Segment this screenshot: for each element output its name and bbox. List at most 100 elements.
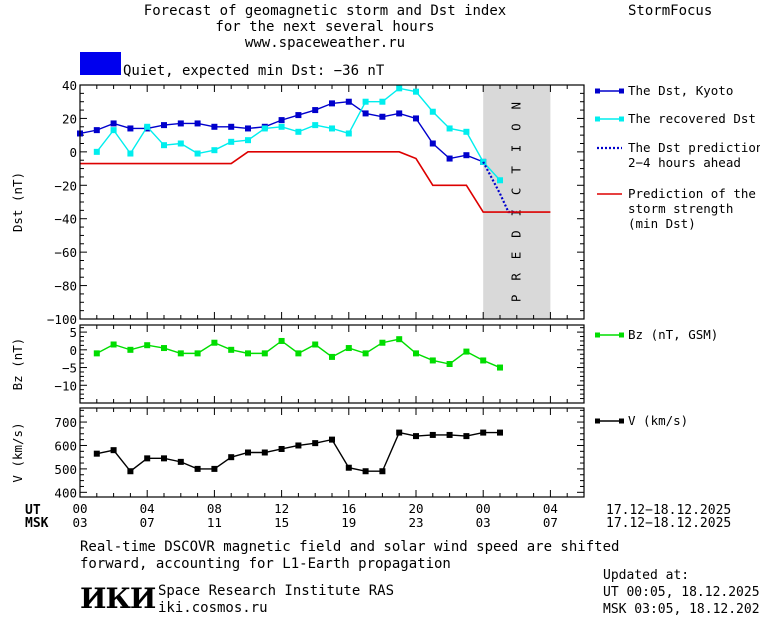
plot-frame — [79, 407, 585, 498]
data-point — [312, 122, 319, 129]
y-tick-label: 5 — [69, 325, 77, 340]
data-point — [93, 350, 100, 357]
data-point — [379, 468, 386, 475]
series-line — [80, 151, 551, 213]
ut-tick-label: 20 — [408, 501, 423, 516]
bz-panel: 5 0 −5 −10 Bz (nT) Bz (nT, GSM) — [10, 324, 718, 404]
data-point — [211, 123, 218, 130]
legend-marker — [619, 418, 624, 424]
ut-tick-label: 12 — [274, 501, 289, 516]
data-point — [93, 127, 100, 134]
data-point — [312, 341, 319, 348]
data-point — [329, 353, 335, 360]
data-point — [329, 125, 335, 132]
legend-entry: Bz (nT, GSM) — [628, 327, 718, 342]
data-point — [110, 127, 117, 134]
data-point — [278, 337, 285, 344]
y-tick-label: 400 — [54, 485, 77, 500]
data-point — [161, 122, 167, 129]
legend-marker — [595, 418, 600, 424]
data-point — [194, 120, 201, 127]
status-text: Quiet, expected min Dst: −36 nT — [123, 63, 385, 79]
msk-axis-label: MSK — [25, 516, 49, 531]
prediction-label-letter: D — [508, 230, 523, 238]
y-tick-label: 600 — [54, 438, 77, 453]
data-point — [161, 345, 167, 352]
iki-logo: ИКИ — [80, 582, 156, 615]
prediction-label-letter: N — [508, 102, 523, 110]
legend-entry: The Dst prediction — [628, 140, 760, 155]
data-point — [228, 454, 235, 461]
data-point — [396, 336, 403, 343]
data-point — [211, 339, 218, 346]
data-point — [245, 137, 251, 144]
legend-marker — [595, 88, 600, 94]
data-point — [379, 98, 386, 105]
msk-tick-label: 23 — [408, 515, 423, 530]
ut-tick-label: 04 — [543, 501, 558, 516]
ut-tick-label: 00 — [476, 501, 491, 516]
data-point — [110, 341, 117, 348]
data-point — [396, 110, 403, 117]
chart-title-line2: for the next several hours — [215, 19, 435, 35]
data-point — [429, 140, 436, 147]
data-point — [413, 88, 419, 95]
msk-tick-label: 07 — [140, 515, 155, 530]
plot-frame — [79, 84, 585, 320]
legend-entry: The recovered Dst — [628, 111, 756, 126]
updated-label: Updated at: — [603, 568, 690, 583]
data-point — [295, 350, 302, 357]
data-point — [278, 123, 285, 130]
msk-tick-label: 11 — [207, 515, 222, 530]
data-point — [362, 110, 369, 117]
footer-note-line2: forward, accounting for L1-Earth propaga… — [80, 556, 451, 572]
y-axis-label: Dst (nT) — [10, 172, 25, 232]
series-line — [96, 431, 500, 473]
data-point — [345, 345, 352, 352]
data-point — [446, 155, 453, 162]
prediction-label-letter: O — [508, 123, 523, 131]
institute-site-link[interactable]: iki.cosmos.ru — [158, 600, 268, 616]
data-point — [429, 357, 436, 364]
ut-axis-label: UT — [25, 503, 41, 518]
website-link[interactable]: www.spaceweather.ru — [244, 35, 406, 51]
data-point — [362, 98, 369, 105]
data-point — [245, 350, 251, 357]
y-tick-label: 40 — [62, 78, 77, 93]
data-point — [413, 433, 419, 440]
y-axis-label: Bz (nT) — [10, 338, 25, 391]
prediction-label-letter: C — [508, 188, 523, 196]
legend-entry: (min Dst) — [628, 216, 696, 231]
data-point — [127, 125, 134, 132]
data-point — [177, 458, 184, 465]
data-point — [345, 464, 352, 471]
prediction-label-letter: P — [508, 295, 523, 303]
data-point — [194, 150, 201, 157]
data-point — [446, 431, 453, 438]
data-point — [497, 177, 503, 184]
data-point — [194, 350, 201, 357]
data-point — [161, 455, 167, 462]
ut-tick-label: 16 — [341, 501, 356, 516]
data-point — [413, 350, 419, 357]
data-point — [463, 128, 470, 135]
data-point — [312, 440, 319, 447]
data-point — [110, 447, 117, 454]
data-point — [93, 148, 100, 155]
data-point — [261, 350, 268, 357]
y-tick-label: 500 — [54, 462, 77, 477]
data-point — [228, 123, 235, 130]
institute-name: Space Research Institute RAS — [158, 583, 395, 599]
ut-date-range: 17.12−18.12.2025 — [606, 503, 732, 518]
data-point — [429, 431, 436, 438]
data-point — [329, 100, 335, 107]
data-point — [446, 125, 453, 132]
data-point — [362, 468, 369, 475]
y-tick-label: −60 — [54, 245, 77, 260]
chart-title-block: Forecast of geomagnetic storm and Dst in… — [110, 3, 540, 51]
data-point — [295, 112, 302, 119]
legend-marker — [619, 116, 624, 122]
legend-marker — [619, 332, 624, 338]
data-point — [480, 357, 487, 364]
